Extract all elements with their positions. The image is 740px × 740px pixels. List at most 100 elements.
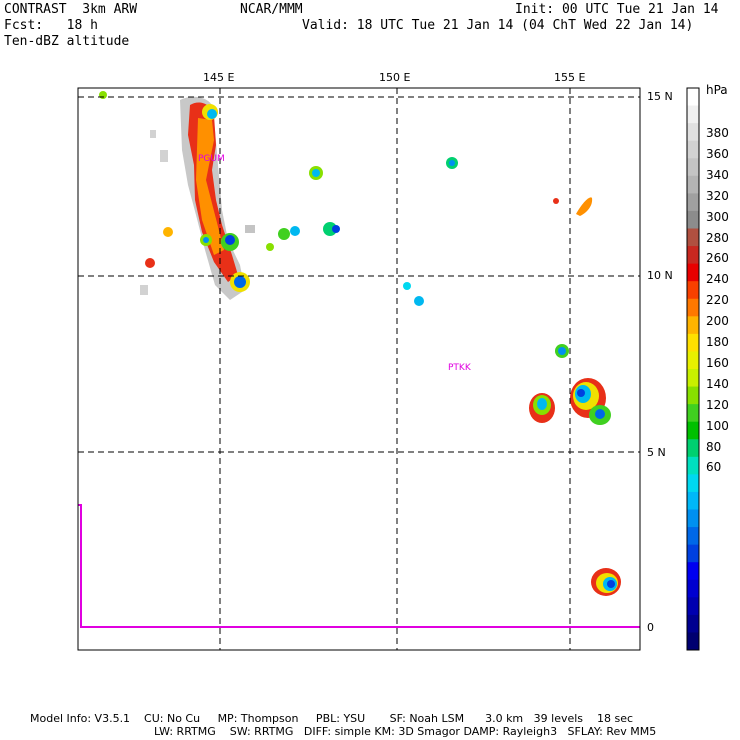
colorbar-swatch xyxy=(687,439,699,458)
colorbar-swatch xyxy=(687,614,699,633)
grey-speck-1 xyxy=(160,150,168,162)
colorbar-swatch xyxy=(687,193,699,212)
cell-c xyxy=(278,228,290,240)
grey-speck-4 xyxy=(245,225,255,233)
footer-physics-info: LW: RRTMG SW: RRTMG DIFF: simple KM: 3D … xyxy=(154,725,657,738)
cell-m-center xyxy=(577,389,585,397)
cell-d xyxy=(290,226,300,236)
colorbar-unit: hPa xyxy=(706,83,728,97)
cell-f-core xyxy=(449,160,455,166)
cell-b xyxy=(323,222,337,236)
cell-west2 xyxy=(163,227,173,237)
forecast-hour: Fcst: 18 h xyxy=(4,18,98,33)
cell-h xyxy=(414,296,424,306)
lat-lon-grid xyxy=(78,88,640,650)
cloud-band-orange xyxy=(196,118,224,255)
colorbar-tick-label: 100 xyxy=(706,418,729,433)
colorbar-swatch xyxy=(687,210,699,229)
colorbar-tick-label: 380 xyxy=(706,126,729,140)
colorbar-tick-label: 160 xyxy=(706,355,729,370)
station-pgum: PGUM xyxy=(198,154,225,164)
lat-label-15n: 15 N xyxy=(647,90,673,103)
colorbar-swatch xyxy=(687,562,699,581)
cell-gu1-core xyxy=(225,235,235,245)
cell-south-center xyxy=(607,580,615,588)
lon-label-155: 155 E xyxy=(554,71,586,84)
colorbar-swatch xyxy=(687,632,699,651)
colorbar-swatch xyxy=(687,105,699,124)
colorbar-swatch xyxy=(687,474,699,493)
colorbar-tick-label: 320 xyxy=(706,188,729,203)
colorbar-swatch xyxy=(687,579,699,598)
colorbar-swatch xyxy=(687,298,699,317)
colorbar-swatch xyxy=(687,369,699,388)
colorbar-tick-label: 80 xyxy=(706,439,722,454)
colorbar-swatch xyxy=(687,527,699,546)
cell-k-core xyxy=(558,347,566,355)
cell-gu3-core xyxy=(203,237,209,243)
colorbar-swatch xyxy=(687,597,699,616)
colorbar-tick-label: 360 xyxy=(706,146,729,161)
colorbar-swatch xyxy=(687,175,699,194)
lat-label-10n: 10 N xyxy=(647,269,673,282)
colorbar-swatch xyxy=(687,351,699,370)
colorbar-swatch xyxy=(687,88,699,107)
cell-g xyxy=(403,282,411,290)
colorbar-tick-label: 60 xyxy=(706,460,722,475)
colorbar-frame xyxy=(686,87,700,651)
cell-l-core xyxy=(537,398,547,410)
colorbar-tick-label: 300 xyxy=(706,209,729,224)
colorbar-tick-label: 280 xyxy=(706,230,729,245)
grey-speck-3 xyxy=(140,285,148,295)
colorbar-swatch xyxy=(687,491,699,510)
colorbar-tick-label: 240 xyxy=(706,272,729,287)
cell-b-core xyxy=(332,225,340,233)
cloud-band-red xyxy=(188,102,238,282)
colorbar-swatch xyxy=(687,228,699,247)
colorbar-swatch xyxy=(687,140,699,159)
cell-gu2-core xyxy=(234,276,246,288)
lat-label-0: 0 xyxy=(647,621,654,634)
organization-label: NCAR/MMM xyxy=(240,2,303,17)
map-frame xyxy=(77,87,641,651)
colorbar-swatch xyxy=(687,263,699,282)
convective-cells xyxy=(99,91,621,596)
field-name: Ten-dBZ altitude xyxy=(4,34,130,49)
colorbar-tick-label: 200 xyxy=(706,314,729,329)
equator-boundary-line xyxy=(78,504,640,628)
colorbar-tick-label: 140 xyxy=(706,376,729,391)
colorbar-swatch xyxy=(687,281,699,300)
lat-label-5n: 5 N xyxy=(647,446,666,459)
colorbar-swatch xyxy=(687,386,699,405)
model-title: CONTRAST 3km ARW xyxy=(4,2,138,17)
cell-i xyxy=(553,198,559,204)
lon-label-150: 150 E xyxy=(379,71,411,84)
valid-time: Valid: 18 UTC Tue 21 Jan 14 (04 ChT Wed … xyxy=(302,18,694,33)
cell-j xyxy=(576,197,593,216)
colorbar-swatch xyxy=(687,333,699,352)
cell-a-core xyxy=(312,169,320,177)
grey-speck-2 xyxy=(150,130,156,138)
colorbar-tick-label: 180 xyxy=(706,335,729,349)
cell-west xyxy=(145,258,155,268)
footer-model-info: Model Info: V3.5.1 CU: No Cu MP: Thompso… xyxy=(30,712,634,725)
cell-guam-north-core xyxy=(207,109,217,119)
colorbar-swatch xyxy=(687,316,699,335)
colorbar-tick-label: 260 xyxy=(706,251,729,266)
colorbar-swatch xyxy=(687,404,699,423)
colorbar-tick-label: 220 xyxy=(706,293,729,308)
colorbar-tick-label: 340 xyxy=(706,167,729,182)
colorbar-swatch xyxy=(687,509,699,528)
cell-e xyxy=(266,243,274,251)
station-ptkk: PTKK xyxy=(448,363,472,373)
colorbar-swatch xyxy=(687,544,699,563)
colorbar xyxy=(687,88,699,651)
lon-label-145: 145 E xyxy=(203,71,235,84)
init-time: Init: 00 UTC Tue 21 Jan 14 xyxy=(515,2,719,17)
colorbar-swatch xyxy=(687,123,699,142)
colorbar-swatch xyxy=(687,158,699,177)
colorbar-swatch xyxy=(687,456,699,475)
cell-n-core xyxy=(595,409,605,419)
cell-corner xyxy=(99,91,107,99)
